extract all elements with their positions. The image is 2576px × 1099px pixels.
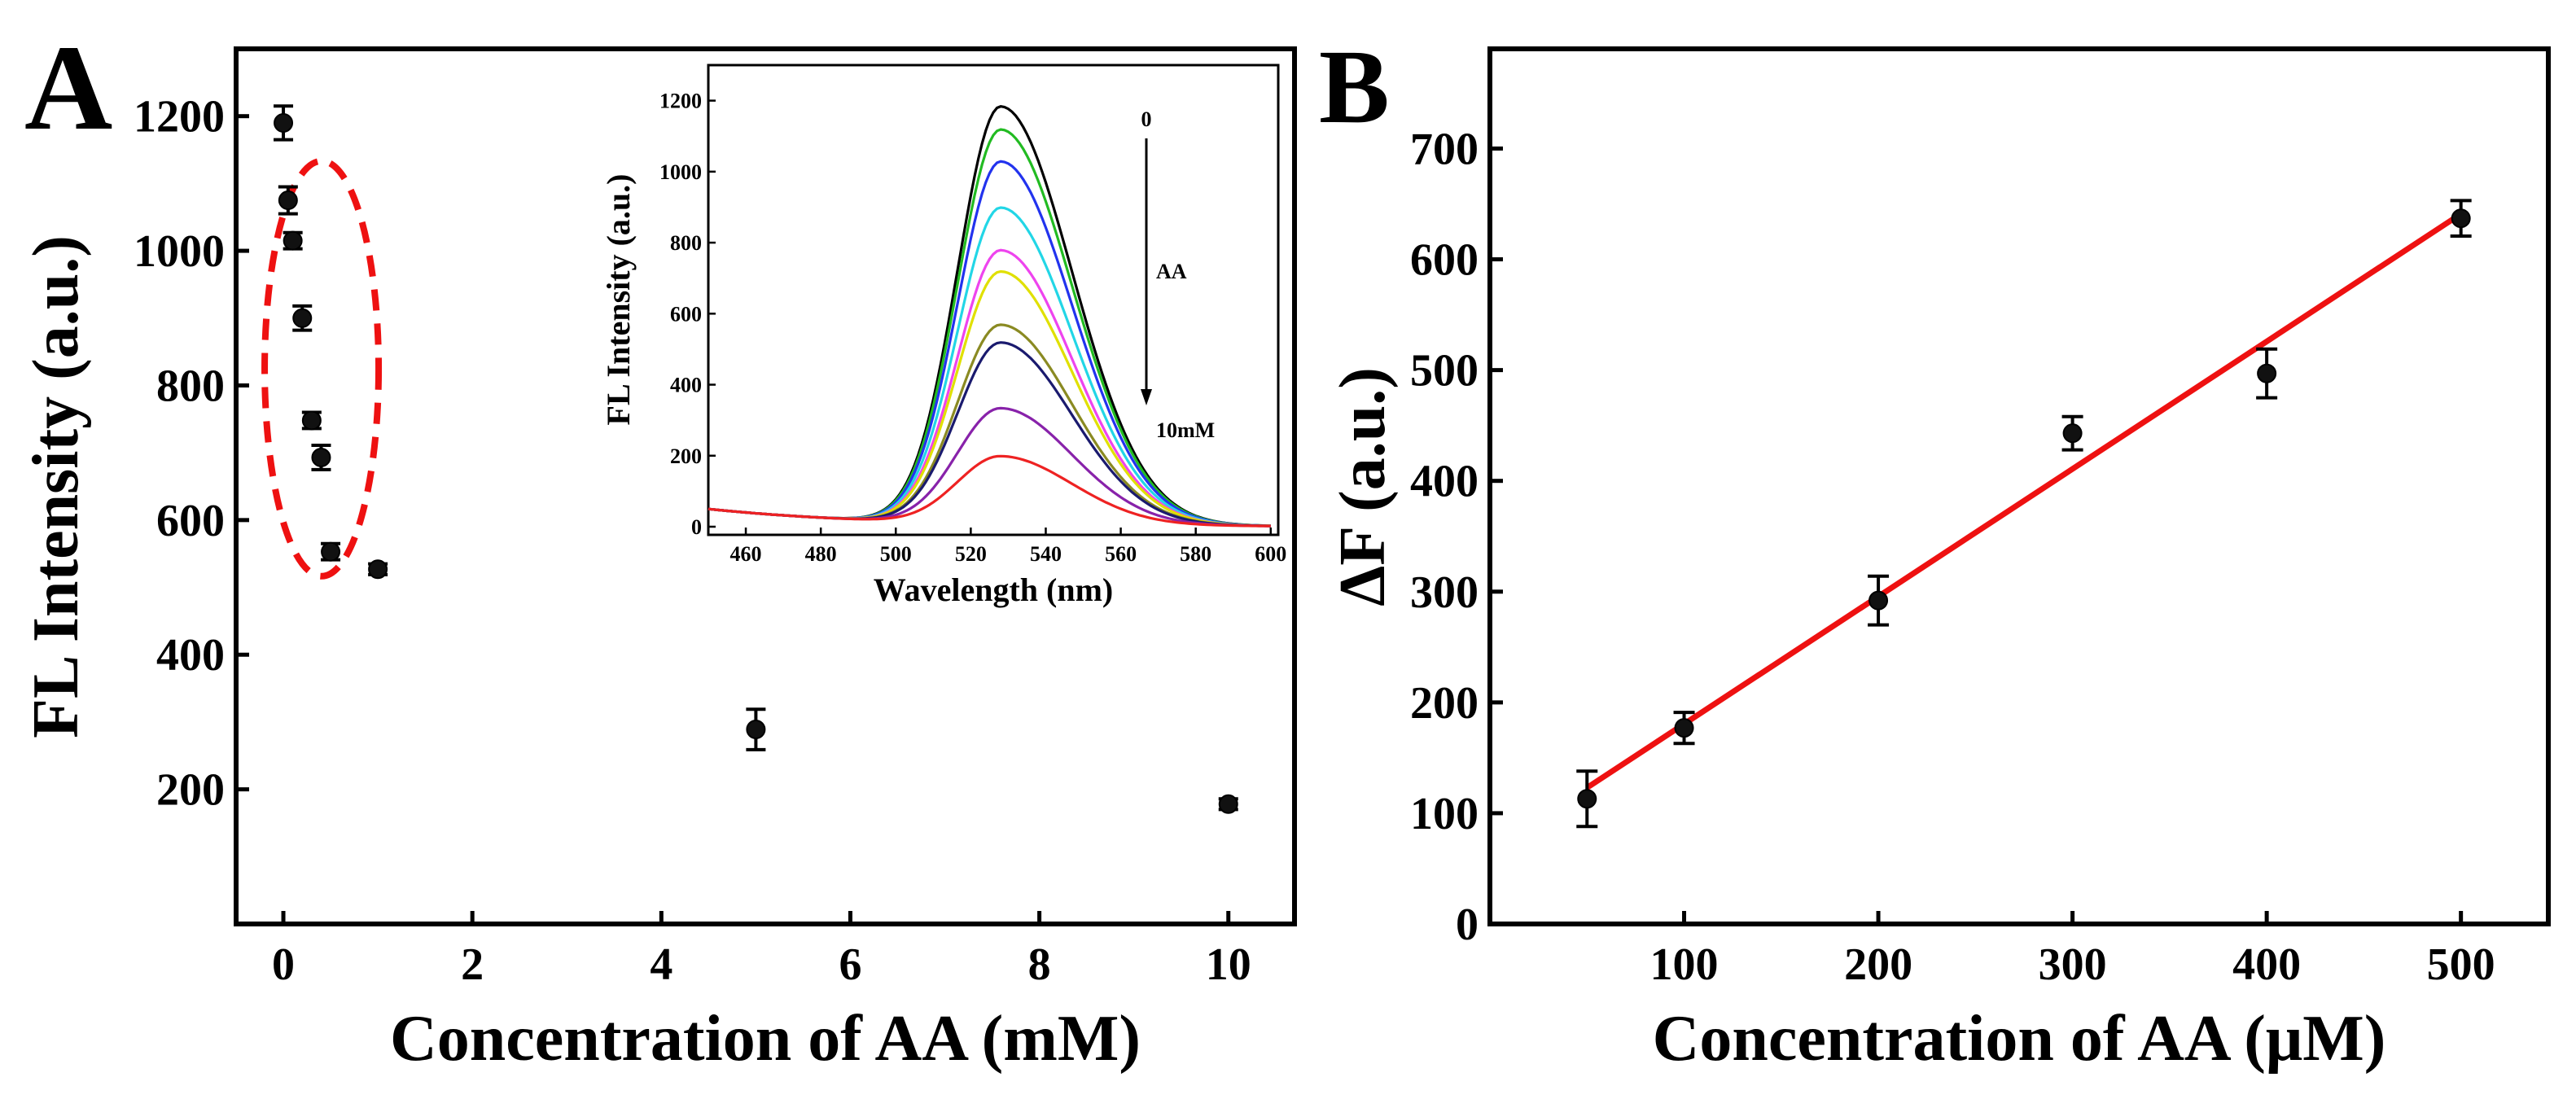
arrow-label-top: 0 — [1141, 107, 1152, 131]
inset-x-tick-label: 540 — [1030, 542, 1062, 566]
inset-x-tick-label: 520 — [955, 542, 987, 566]
inset-x-tick-label: 460 — [730, 542, 762, 566]
spectrum-curve — [708, 128, 1271, 528]
inset-curves — [708, 105, 1271, 528]
y-tick-label: 1200 — [134, 92, 225, 142]
inset-y-tick-label: 200 — [670, 444, 702, 468]
panel-b: B 0 100 200 300 400 500 600 700 100 200 300 400 500… — [1319, 28, 2551, 1075]
panel-b-x-axis: 100 200 300 400 500 — [1650, 911, 2495, 990]
panel-a-x-axis: 0 2 4 6 8 10 — [272, 911, 1251, 990]
y-tick-label: 0 — [1456, 900, 1479, 950]
inset-x-tick-label: 500 — [880, 542, 912, 566]
y-tick-label: 600 — [1410, 235, 1479, 286]
x-tick-label: 300 — [2039, 939, 2107, 990]
inset-spectra: 0 200 400 600 800 1000 1200 460 480 500 520 540 560… — [600, 63, 1286, 608]
data-point — [292, 308, 313, 328]
x-tick-label: 6 — [839, 939, 861, 990]
annotation-ellipse — [261, 157, 383, 580]
inset-x-tick-label: 480 — [805, 542, 837, 566]
panel-a-frame — [234, 46, 1297, 926]
inset-x-tick-label: 560 — [1105, 542, 1137, 566]
y-tick-label: 800 — [156, 361, 225, 411]
data-point — [2257, 363, 2277, 383]
x-tick-label: 400 — [2232, 939, 2301, 990]
annotation-ellipse — [261, 157, 383, 580]
x-tick-label: 0 — [272, 939, 295, 990]
x-tick-label: 8 — [1028, 939, 1051, 990]
x-tick-label: 200 — [1844, 939, 1912, 990]
inset-y-label: FL Intensity (a.u.) — [600, 174, 637, 426]
y-tick-label: 700 — [1410, 124, 1479, 174]
y-tick-label: 300 — [1410, 567, 1479, 618]
panel-a: A 200 400 600 800 1000 1200 0 2 4 6 8 10 Concentra… — [20, 20, 1297, 1075]
y-tick-label: 400 — [156, 630, 225, 681]
panel-b-frame — [1487, 46, 2551, 926]
y-tick-label: 100 — [1410, 789, 1479, 839]
inset-y-tick-label: 400 — [670, 374, 702, 397]
inset-y-tick-label: 1000 — [659, 160, 702, 184]
x-tick-label: 10 — [1206, 939, 1251, 990]
data-point — [1218, 794, 1238, 814]
spectrum-curve — [708, 269, 1271, 528]
inset-y-tick-label: 1200 — [659, 90, 702, 113]
data-point — [1674, 718, 1694, 738]
panel-b-x-label: Concentration of AA (μM) — [1653, 1003, 2386, 1075]
panel-b-letter: B — [1319, 28, 1390, 146]
y-tick-label: 400 — [1410, 457, 1479, 507]
inset-x-tick-label: 580 — [1180, 542, 1211, 566]
panel-a-x-label: Concentration of AA (mM) — [390, 1003, 1141, 1075]
inset-y-axis: 0 200 400 600 800 1000 1200 — [659, 90, 716, 539]
data-point — [2062, 423, 2083, 444]
data-point — [274, 112, 294, 133]
arrow-label-mid: AA — [1156, 260, 1187, 283]
y-tick-label: 500 — [1410, 346, 1479, 396]
x-tick-label: 100 — [1650, 939, 1719, 990]
data-point — [746, 720, 766, 740]
panel-b-points — [1576, 199, 2472, 829]
data-point — [368, 559, 388, 580]
y-tick-label: 600 — [156, 496, 225, 546]
data-point — [278, 190, 298, 211]
data-point — [283, 230, 303, 251]
panel-b-y-label: ΔF (a.u.) — [1327, 367, 1399, 606]
panel-a-points — [274, 104, 1238, 814]
data-point — [2451, 208, 2471, 229]
fit-line — [1585, 211, 2463, 790]
inset-y-tick-label: 0 — [691, 515, 702, 539]
spectrum-curve — [708, 105, 1271, 528]
x-tick-label: 2 — [461, 939, 484, 990]
y-tick-label: 200 — [156, 765, 225, 816]
y-tick-label: 1000 — [134, 226, 225, 277]
inset-y-tick-label: 800 — [670, 231, 702, 255]
inset-x-axis: 460 480 500 520 540 560 580 600 — [730, 528, 1286, 566]
panel-a-y-axis: 200 400 600 800 1000 1200 — [134, 92, 249, 816]
data-point — [311, 447, 331, 467]
data-point — [1577, 789, 1597, 809]
panel-a-y-label: FL Intensity (a.u.) — [20, 235, 92, 738]
panel-b-y-axis: 0 100 200 300 400 500 600 700 — [1410, 124, 1503, 950]
data-point — [301, 410, 322, 431]
x-tick-label: 4 — [650, 939, 672, 990]
fit-line — [1585, 211, 2463, 790]
inset-x-label: Wavelength (nm) — [874, 571, 1113, 608]
spectrum-curve — [708, 454, 1271, 528]
x-tick-label: 500 — [2427, 939, 2495, 990]
y-tick-label: 200 — [1410, 678, 1479, 729]
data-point — [1868, 590, 1889, 611]
panel-a-letter: A — [24, 20, 112, 155]
spectrum-curve — [708, 248, 1271, 528]
spectrum-curve — [708, 206, 1271, 528]
inset-y-tick-label: 600 — [670, 302, 702, 326]
data-point — [321, 541, 341, 562]
inset-frame — [707, 63, 1280, 536]
arrow-label-bottom: 10mM — [1156, 418, 1215, 442]
arrow-head — [1141, 389, 1152, 405]
inset-x-tick-label: 600 — [1255, 542, 1286, 566]
